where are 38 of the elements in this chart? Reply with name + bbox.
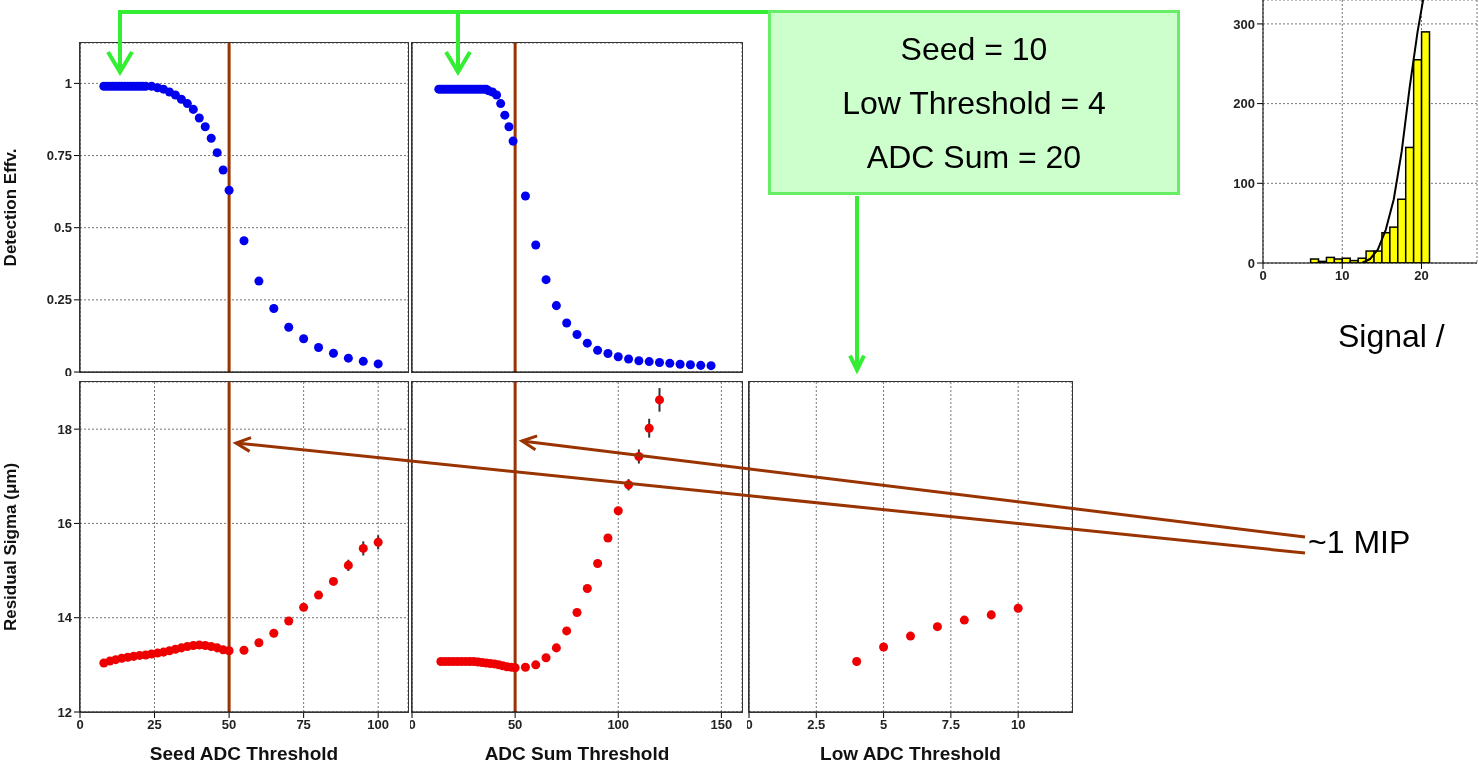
text: ~1 MIP: [1308, 524, 1411, 561]
x-tick-label: 25: [147, 717, 162, 733]
y-axis-title: Detection Effv.: [1, 148, 21, 267]
x-axis-title: Low ADC Threshold: [820, 743, 1001, 764]
y-tick-label: 0.5: [53, 220, 72, 236]
x-tick-label: 50: [507, 717, 523, 733]
x-tick-label: 2.5: [807, 717, 826, 733]
text: Seed = 10: [900, 29, 1048, 69]
x-tick-label: 5: [879, 717, 888, 733]
x-axis-title: ADC Sum Threshold: [484, 743, 670, 764]
y-tick-label: 0: [64, 364, 72, 380]
x-tick-label: 0: [76, 717, 84, 733]
x-tick-label: 100: [607, 717, 630, 733]
y-axis-title: Residual Sigma (μm): [1, 462, 21, 632]
x-tick-label: 0: [1259, 268, 1267, 284]
x-tick-label: 75: [296, 717, 311, 733]
y-tick-label: 0: [1247, 255, 1255, 271]
x-tick-label: 10: [1335, 268, 1350, 284]
y-tick-label: 100: [1233, 175, 1255, 191]
x-tick-label: 20: [1414, 268, 1429, 284]
text: ADC Sum = 20: [866, 137, 1082, 177]
y-tick-label: 18: [57, 421, 72, 437]
y-tick-label: 0.25: [46, 292, 72, 308]
x-tick-label: 50: [221, 717, 237, 733]
x-axis-title: Seed ADC Threshold: [149, 743, 339, 764]
y-tick-label: 200: [1233, 96, 1255, 112]
y-tick-label: 16: [57, 516, 72, 532]
x-tick-label: 100: [367, 717, 390, 733]
y-tick-label: 1: [64, 76, 72, 92]
x-tick-label: 7.5: [941, 717, 960, 733]
y-tick-label: 300: [1233, 16, 1255, 32]
x-tick-label: 10: [1010, 717, 1026, 733]
y-tick-label: 12: [57, 704, 72, 720]
y-tick-label: 0.75: [46, 148, 72, 164]
y-tick-label: 14: [57, 610, 73, 626]
text: Low Threshold = 4: [842, 83, 1106, 123]
x-axis-title: Signal /: [1338, 318, 1445, 355]
x-tick-label: 150: [710, 717, 733, 733]
